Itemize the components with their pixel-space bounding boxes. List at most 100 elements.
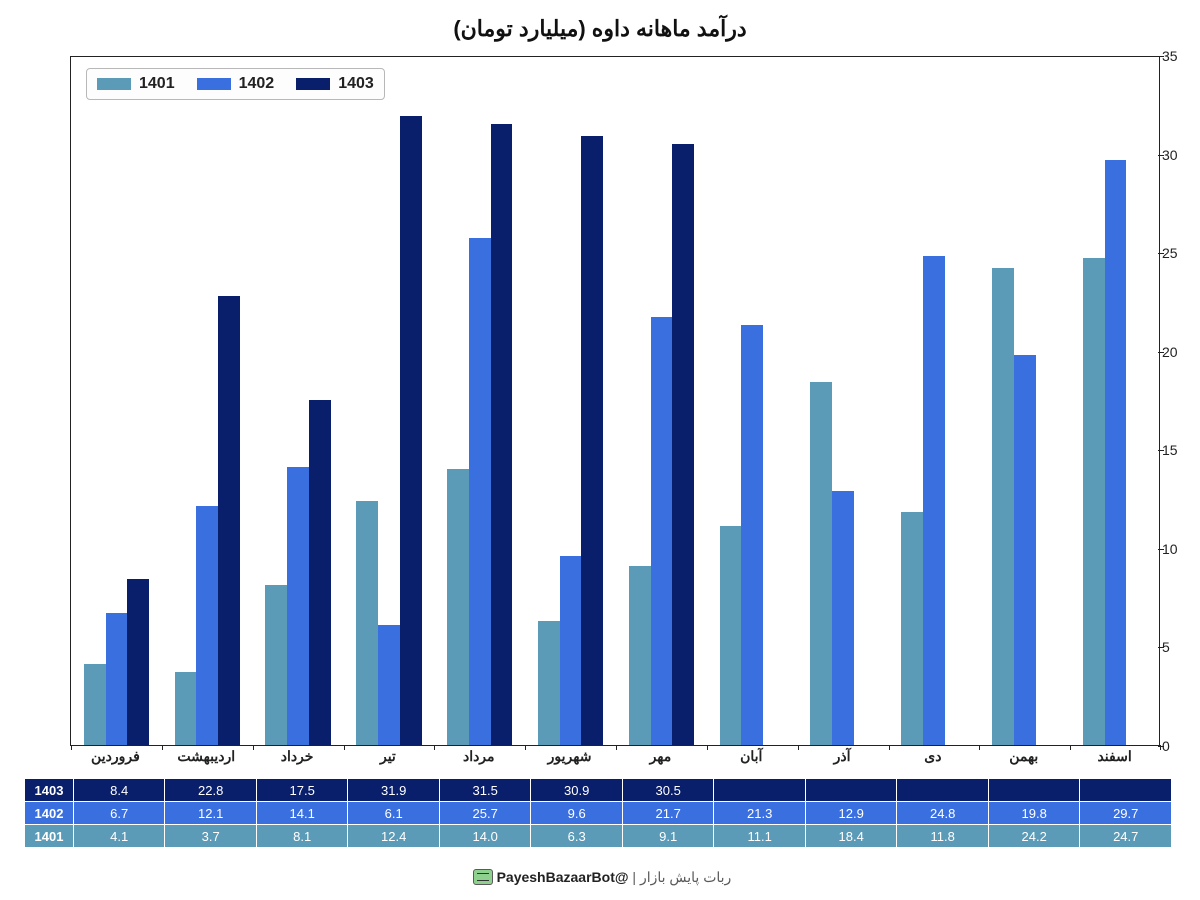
bar xyxy=(469,238,491,745)
bar xyxy=(1105,160,1127,746)
table-cell: 21.3 xyxy=(714,802,806,825)
bar xyxy=(287,467,309,745)
bar xyxy=(992,268,1014,745)
footer-sep: | xyxy=(629,869,637,885)
bar xyxy=(400,116,422,745)
bar xyxy=(218,296,240,745)
legend: 1401 1402 1403 xyxy=(86,68,385,100)
bar xyxy=(84,664,106,745)
legend-label: 1402 xyxy=(239,75,275,93)
table-cell: 18.4 xyxy=(805,825,897,848)
table-cell: 29.7 xyxy=(1080,802,1172,825)
y-tick-label: 25 xyxy=(1162,245,1190,261)
x-tick-label: آذر xyxy=(834,748,851,765)
chart-frame xyxy=(70,56,1160,746)
bar xyxy=(560,556,582,745)
bars-area xyxy=(71,57,1159,745)
bar xyxy=(629,566,651,745)
table-row-header: 1402 xyxy=(25,802,74,825)
table-row: 14038.422.817.531.931.530.930.5 xyxy=(25,779,1172,802)
y-tick-label: 35 xyxy=(1162,48,1190,64)
x-tick-label: تیر xyxy=(380,748,396,765)
legend-item-1402: 1402 xyxy=(197,75,275,93)
table-cell: 22.8 xyxy=(165,779,257,802)
footer-handle: @PayeshBazaarBot xyxy=(497,869,629,885)
table-cell: 12.9 xyxy=(805,802,897,825)
legend-swatch-1402 xyxy=(197,78,231,90)
bar xyxy=(356,501,378,745)
table-cell: 14.1 xyxy=(256,802,348,825)
legend-item-1403: 1403 xyxy=(296,75,374,93)
table-cell: 21.7 xyxy=(622,802,714,825)
table-cell: 14.0 xyxy=(439,825,531,848)
table-cell: 11.8 xyxy=(897,825,989,848)
legend-swatch-1401 xyxy=(97,78,131,90)
table-cell: 9.6 xyxy=(531,802,623,825)
x-tick-label: خرداد xyxy=(281,748,314,765)
x-tick-label: فروردین xyxy=(91,748,140,765)
table-cell: 19.8 xyxy=(988,802,1080,825)
table-cell: 30.9 xyxy=(531,779,623,802)
bar xyxy=(309,400,331,745)
bar xyxy=(265,585,287,745)
x-axis-labels: فروردین اردیبهشت خرداد تیر مرداد شهریور مهر آبا… xyxy=(70,748,1160,774)
x-tick-label: مرداد xyxy=(463,748,495,765)
bar xyxy=(923,256,945,745)
table-cell xyxy=(714,779,806,802)
y-tick-label: 30 xyxy=(1162,147,1190,163)
chart-title: درآمد ماهانه داوه (میلیارد تومان) xyxy=(0,16,1200,42)
data-table: 14038.422.817.531.931.530.930.514026.712… xyxy=(24,778,1172,848)
table-row: 14014.13.78.112.414.06.39.111.118.411.82… xyxy=(25,825,1172,848)
table-cell: 11.1 xyxy=(714,825,806,848)
page: درآمد ماهانه داوه (میلیارد تومان) 1401 1… xyxy=(0,0,1200,900)
footer-source: ربات پایش بازار xyxy=(640,869,731,885)
x-tick-label: مهر xyxy=(650,748,672,765)
bot-icon xyxy=(473,869,493,885)
table-cell: 17.5 xyxy=(256,779,348,802)
table-cell: 24.2 xyxy=(988,825,1080,848)
legend-label: 1403 xyxy=(338,75,374,93)
table-cell: 31.9 xyxy=(348,779,440,802)
table-cell xyxy=(805,779,897,802)
bar xyxy=(127,579,149,745)
bar xyxy=(447,469,469,745)
table-cell: 31.5 xyxy=(439,779,531,802)
bar xyxy=(1014,355,1036,745)
x-tick-label: اسفند xyxy=(1097,748,1131,765)
y-tick-label: 5 xyxy=(1162,639,1190,655)
y-axis: 05101520253035 xyxy=(1162,56,1196,746)
y-tick-label: 15 xyxy=(1162,442,1190,458)
table-cell: 30.5 xyxy=(622,779,714,802)
table-row: 14026.712.114.16.125.79.621.721.312.924.… xyxy=(25,802,1172,825)
bar xyxy=(538,621,560,745)
bar xyxy=(106,613,128,745)
table-cell: 25.7 xyxy=(439,802,531,825)
x-tick-label: آبان xyxy=(740,748,762,765)
x-tick-label: شهریور xyxy=(548,748,592,765)
bar xyxy=(741,325,763,745)
table-cell xyxy=(897,779,989,802)
table-row-header: 1403 xyxy=(25,779,74,802)
bar xyxy=(1083,258,1105,745)
table-row-header: 1401 xyxy=(25,825,74,848)
bar xyxy=(672,144,694,745)
table-cell: 24.7 xyxy=(1080,825,1172,848)
bar xyxy=(581,136,603,745)
y-tick-label: 0 xyxy=(1162,738,1190,754)
x-tick-label: اردیبهشت xyxy=(177,748,235,765)
table-cell: 24.8 xyxy=(897,802,989,825)
bar xyxy=(810,382,832,745)
y-tick-label: 10 xyxy=(1162,541,1190,557)
legend-item-1401: 1401 xyxy=(97,75,175,93)
footer: ربات پایش بازار | @PayeshBazaarBot xyxy=(0,869,1200,886)
table-cell: 6.3 xyxy=(531,825,623,848)
table-cell xyxy=(988,779,1080,802)
x-tick-label: دی xyxy=(924,748,941,765)
bar xyxy=(651,317,673,745)
table-cell: 9.1 xyxy=(622,825,714,848)
table-cell: 3.7 xyxy=(165,825,257,848)
table-cell xyxy=(1080,779,1172,802)
x-tick-label: بهمن xyxy=(1009,748,1038,765)
table-cell: 8.4 xyxy=(73,779,164,802)
bar xyxy=(720,526,742,745)
